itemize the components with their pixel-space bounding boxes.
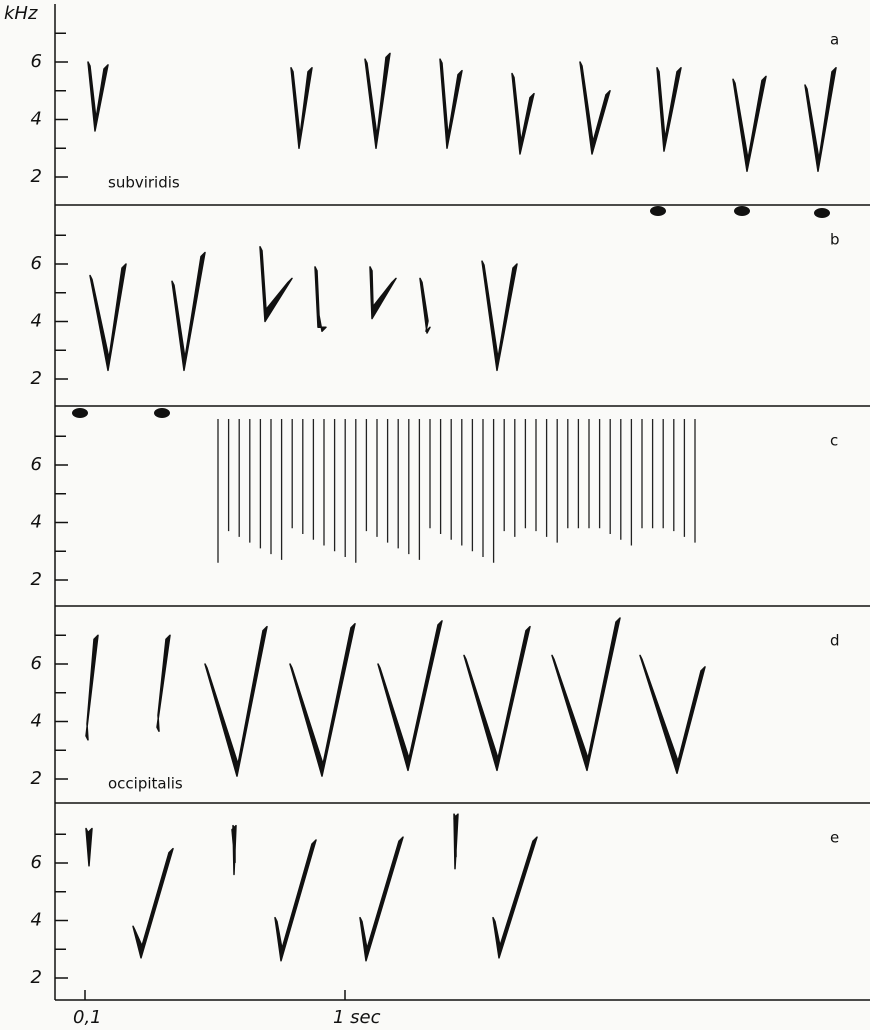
- note-trace: [172, 253, 205, 371]
- note-trace: [365, 53, 390, 148]
- note-trace: [157, 635, 170, 731]
- panel-letter: a: [830, 31, 839, 49]
- note-trace: [512, 74, 534, 155]
- y-tick-label: 6: [31, 51, 42, 72]
- y-tick-label: 4: [31, 711, 42, 732]
- note-trace: [464, 627, 530, 771]
- note-blob: [814, 208, 830, 218]
- note-blob: [72, 408, 88, 418]
- y-tick-label: 6: [31, 852, 42, 873]
- note-blob: [734, 206, 750, 216]
- note-trace: [378, 621, 442, 771]
- note-trace: [580, 62, 610, 154]
- panel-letter: e: [830, 829, 839, 847]
- y-tick-label: 6: [31, 653, 42, 674]
- x-tick-label: 0,1: [73, 1007, 102, 1028]
- note-trace: [805, 68, 836, 172]
- note-trace: [640, 655, 705, 773]
- note-trace: [440, 59, 462, 148]
- y-tick-label: 2: [31, 166, 42, 187]
- note-trace: [232, 826, 236, 875]
- y-tick-label: 4: [31, 311, 42, 332]
- note-trace: [657, 68, 681, 151]
- page: {"unit": "kHz", "yticks": [2, 4, 6], "pa…: [0, 0, 870, 1030]
- panel-letter: b: [830, 231, 840, 249]
- note-trace: [291, 68, 312, 149]
- note-trace: [370, 267, 396, 319]
- y-tick-label: 2: [31, 569, 42, 590]
- note-trace: [493, 837, 537, 958]
- y-tick-label: 4: [31, 109, 42, 130]
- unit-label: kHz: [4, 3, 38, 24]
- note-trace: [275, 840, 316, 961]
- species-label: occipitalis: [108, 775, 183, 793]
- note-trace: [86, 829, 92, 866]
- note-trace: [454, 814, 458, 869]
- y-tick-label: 6: [31, 454, 42, 475]
- note-trace: [552, 618, 620, 770]
- panel-letter: c: [830, 432, 838, 450]
- note-trace: [315, 267, 326, 331]
- note-trace: [86, 635, 98, 740]
- x-tick-label: 1 sec: [333, 1007, 381, 1028]
- species-label: subviridis: [108, 174, 180, 192]
- note-trace: [420, 278, 430, 333]
- y-tick-label: 4: [31, 910, 42, 931]
- note-trace: [133, 849, 173, 958]
- y-tick-label: 2: [31, 768, 42, 789]
- sonogram-figure: kHz 2 4 6 a subviridis 2 4 6 b 2 4 6 c 2 4 6 d occipitali…: [0, 0, 870, 1030]
- y-tick-label: 2: [31, 368, 42, 389]
- note-trace: [88, 62, 108, 131]
- note-blob: [154, 408, 170, 418]
- note-trace: [482, 261, 517, 370]
- note-trace: [205, 627, 267, 777]
- y-tick-label: 6: [31, 253, 42, 274]
- note-trace: [90, 264, 126, 370]
- note-trace: [360, 837, 403, 961]
- note-blob: [650, 206, 666, 216]
- panel-letter: d: [830, 632, 840, 650]
- note-trace: [733, 76, 766, 171]
- note-trace: [290, 624, 355, 776]
- y-tick-label: 2: [31, 967, 42, 988]
- y-tick-label: 4: [31, 512, 42, 533]
- note-trace: [260, 247, 292, 322]
